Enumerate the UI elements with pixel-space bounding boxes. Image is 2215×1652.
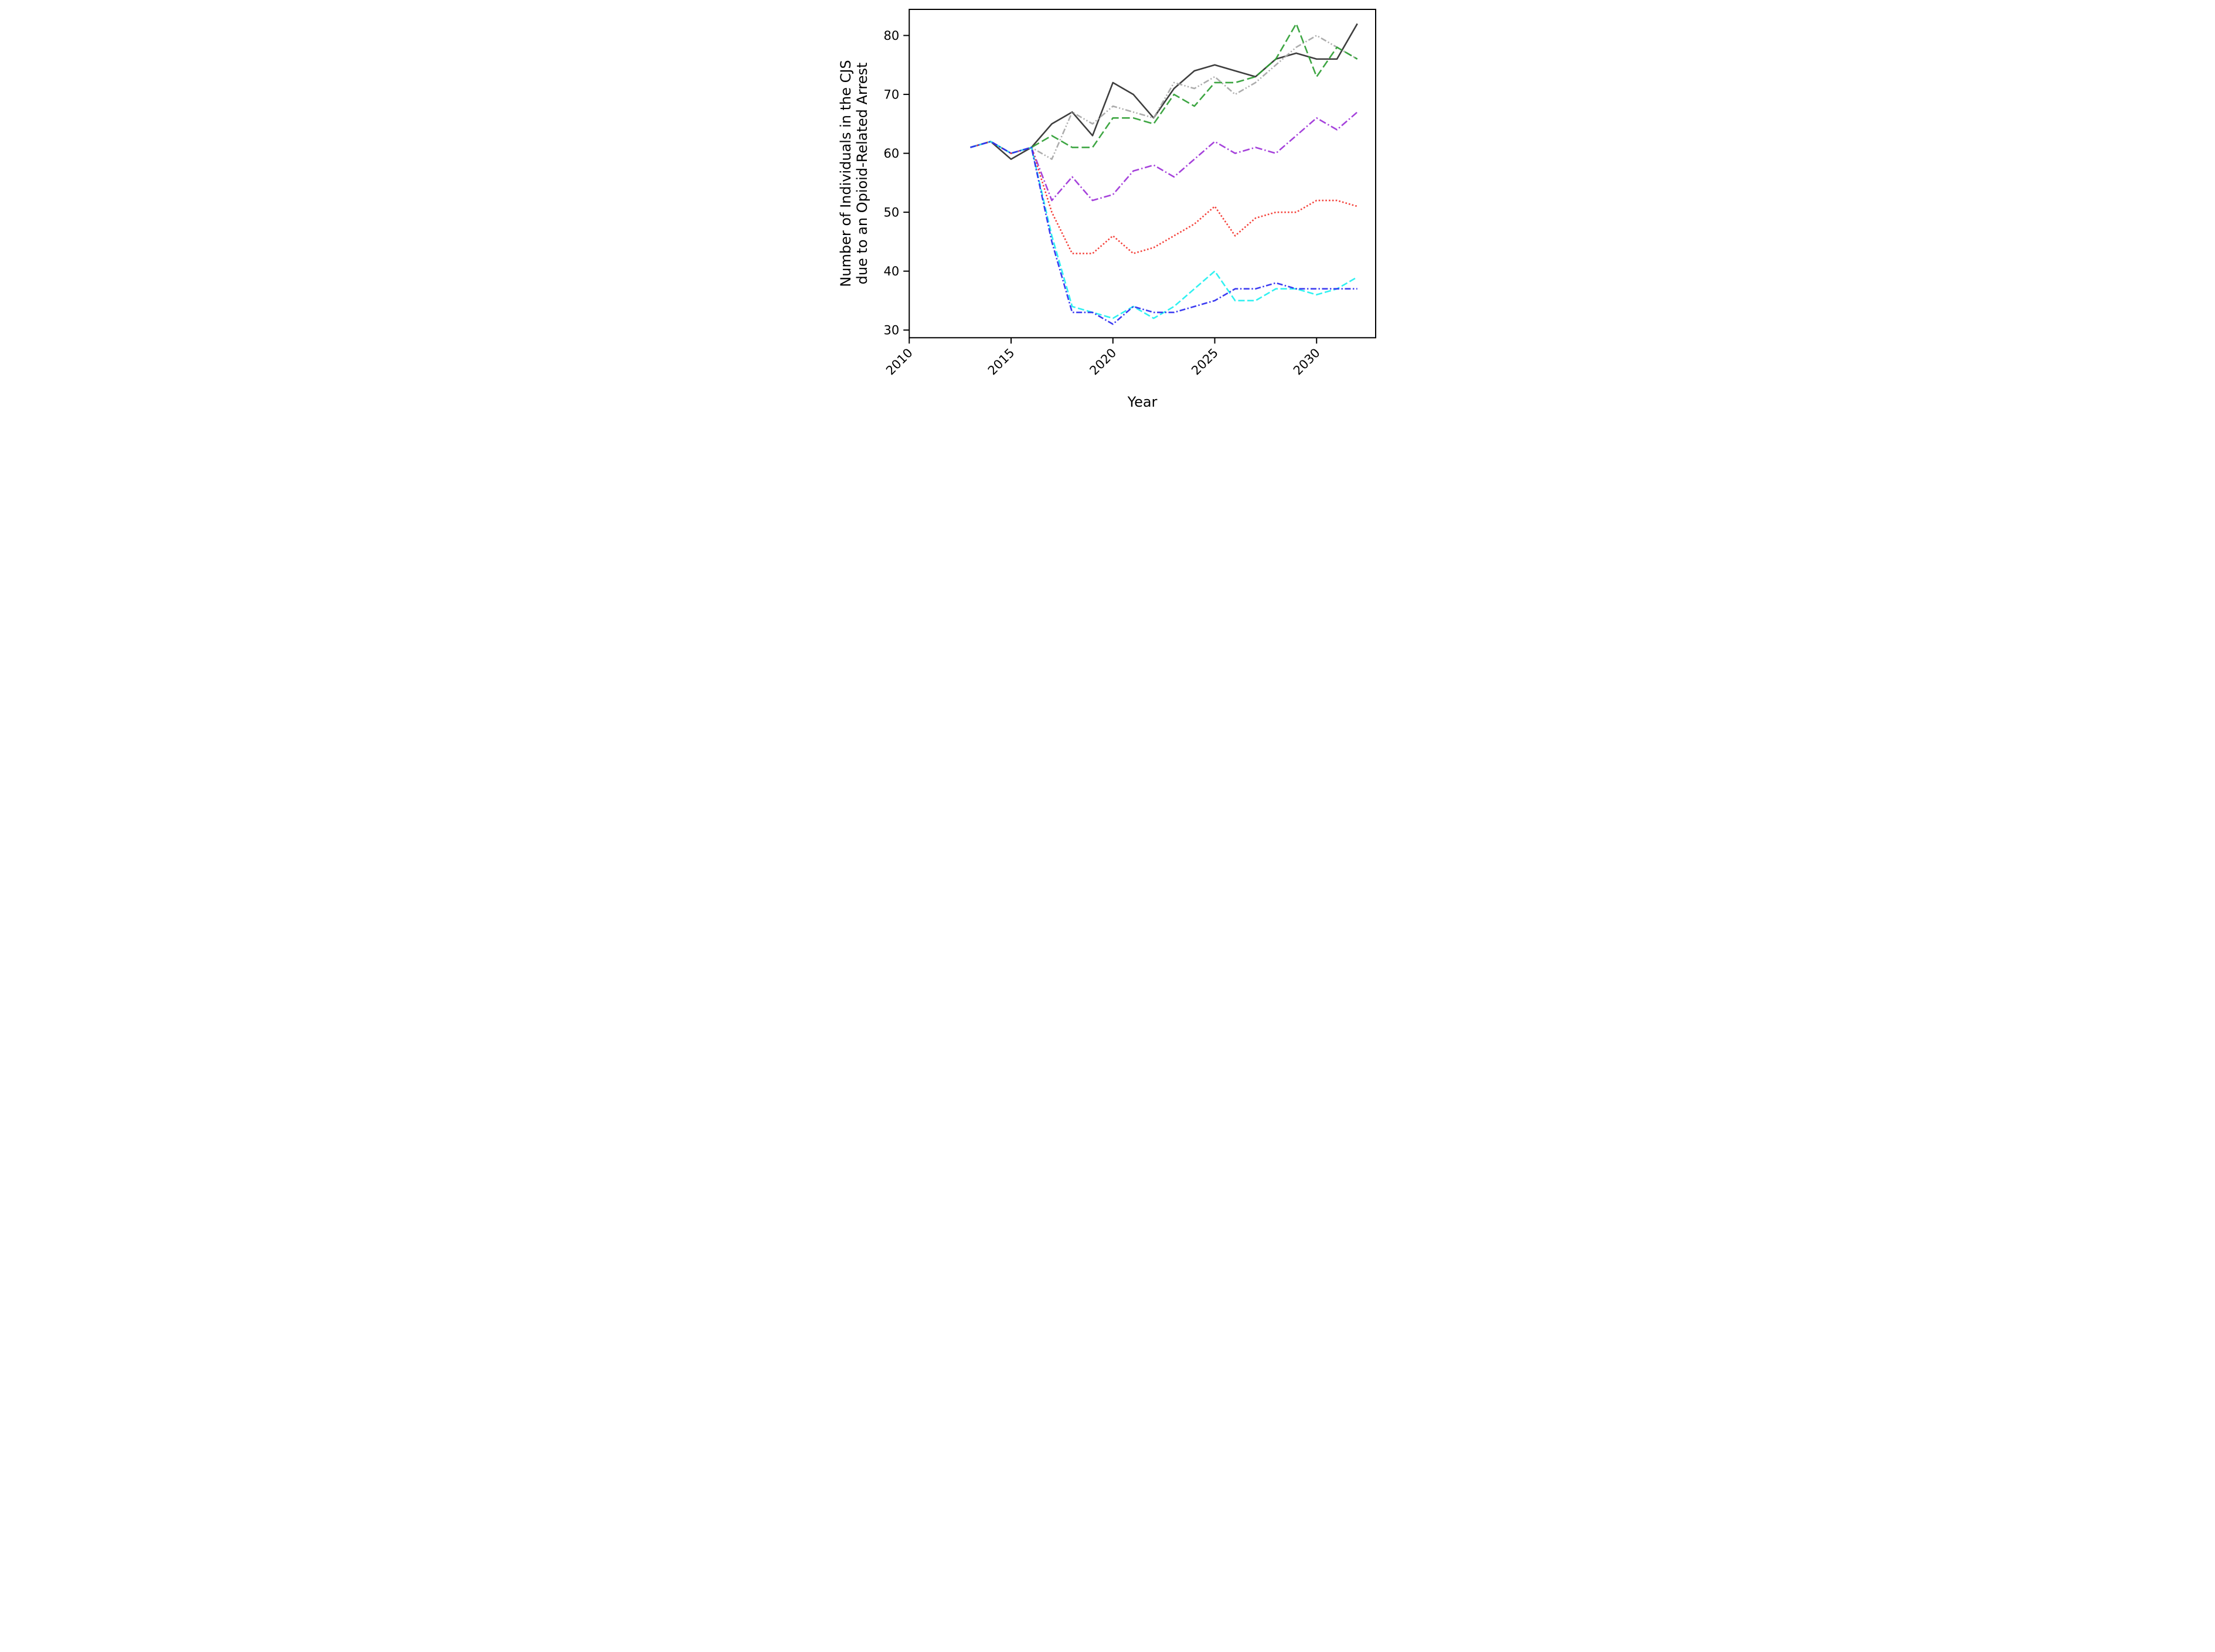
- series-line-blue-dash-dot: [970, 141, 1357, 325]
- x-tick-label: 2030: [1291, 346, 1323, 378]
- x-axis-ticks: 2010 2015 2020 2025 2030: [883, 338, 1323, 378]
- y-tick-label: 30: [884, 323, 900, 338]
- series-line-purple-dash-dot: [970, 111, 1358, 202]
- x-tick-label: 2010: [883, 346, 916, 378]
- series-line-black-solid: [970, 23, 1358, 160]
- y-tick-label: 40: [884, 264, 900, 278]
- x-tick-label: 2020: [1087, 346, 1120, 378]
- y-tick-label: 80: [884, 29, 900, 43]
- y-axis-title-line1: Number of Individuals in the CJS: [838, 60, 854, 287]
- x-tick-label: 2015: [985, 346, 1018, 378]
- series-line-red-dotted: [970, 141, 1358, 254]
- figure: 30 40 50 60 70 80 2010 2015 2020 2025 2030 Year N…: [831, 0, 1384, 413]
- x-tick-label: 2025: [1189, 346, 1221, 378]
- series-line-gray-dash-dot-dot: [970, 35, 1358, 160]
- y-tick-label: 60: [884, 147, 900, 161]
- y-axis-title-line2: due to an Opioid-Related Arrest: [854, 63, 870, 285]
- y-tick-label: 50: [884, 206, 900, 220]
- data-series: [970, 23, 1358, 325]
- y-axis-ticks: 30 40 50 60 70 80: [884, 29, 910, 338]
- line-chart: 30 40 50 60 70 80 2010 2015 2020 2025 2030 Year N…: [838, 9, 1376, 410]
- y-tick-label: 70: [884, 88, 900, 102]
- series-line-green-dashed: [970, 23, 1358, 154]
- series-line-cyan-dashed: [970, 141, 1358, 319]
- plot-area: [909, 9, 1376, 339]
- x-axis-title: Year: [1127, 394, 1158, 410]
